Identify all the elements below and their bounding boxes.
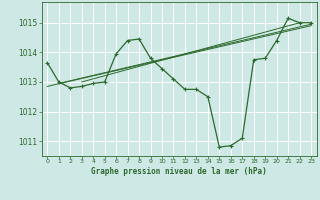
X-axis label: Graphe pression niveau de la mer (hPa): Graphe pression niveau de la mer (hPa) [91, 167, 267, 176]
